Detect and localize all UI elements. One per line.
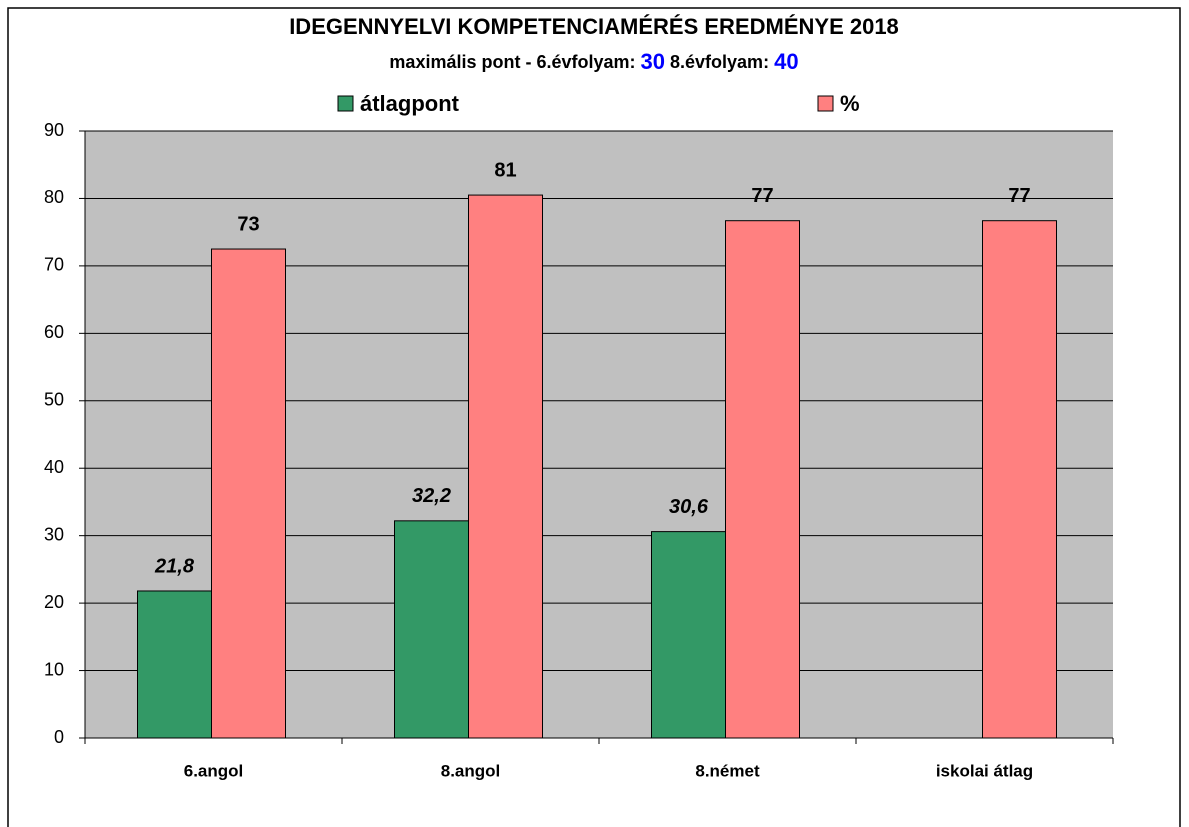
x-tick-label: 8.német [695, 761, 760, 780]
bar [211, 248, 286, 739]
y-tick-label: 90 [44, 120, 64, 140]
subtitle-text: 8.évfolyam: [670, 52, 769, 72]
x-tick-label: 6.angol [184, 761, 244, 780]
y-tick-label: 50 [44, 390, 64, 410]
data-label: 77 [1008, 185, 1030, 207]
legend-label: átlagpont [360, 91, 460, 116]
x-tick-label: iskolai átlag [936, 761, 1033, 780]
subtitle-number: 30 [641, 49, 665, 74]
bar [651, 531, 726, 739]
x-tick-label: 8.angol [441, 761, 501, 780]
y-tick-label: 60 [44, 322, 64, 342]
y-tick-label: 70 [44, 255, 64, 275]
data-label: 30,6 [669, 496, 709, 518]
data-label: 32,2 [412, 485, 451, 507]
y-tick-label: 80 [44, 187, 64, 207]
data-label: 77 [751, 185, 773, 207]
bar [137, 590, 212, 739]
bar [394, 520, 469, 739]
bar [725, 220, 800, 739]
y-tick-label: 0 [54, 727, 64, 747]
legend-swatch [337, 95, 354, 112]
y-tick-label: 10 [44, 659, 64, 679]
subtitle-number: 40 [774, 49, 798, 74]
y-tick-label: 30 [44, 524, 64, 544]
bar [982, 220, 1057, 739]
chart-subtitle: maximális pont - 6.évfolyam: 30 8.évfoly… [389, 49, 798, 74]
legend-swatch [817, 95, 834, 112]
y-tick-label: 20 [44, 592, 64, 612]
subtitle-text: maximális pont - 6.évfolyam: [389, 52, 635, 72]
data-label: 81 [494, 159, 516, 181]
y-tick-label: 40 [44, 457, 64, 477]
data-label: 21,8 [154, 555, 195, 577]
bar [468, 194, 543, 739]
chart-title: IDEGENNYELVI KOMPETENCIAMÉRÉS EREDMÉNYE … [289, 14, 899, 39]
legend-label: % [840, 91, 860, 116]
data-label: 73 [237, 213, 259, 235]
